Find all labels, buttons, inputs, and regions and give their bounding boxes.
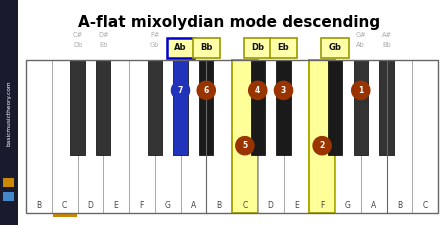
Text: G: G xyxy=(165,200,171,209)
Text: 1: 1 xyxy=(358,86,363,95)
Bar xyxy=(328,60,342,155)
Bar xyxy=(206,60,232,213)
Text: Db: Db xyxy=(251,43,264,52)
Bar xyxy=(3,178,14,187)
Bar xyxy=(173,60,188,155)
Text: G: G xyxy=(345,200,351,209)
Text: B: B xyxy=(37,200,41,209)
Bar xyxy=(129,60,155,213)
Text: C#: C# xyxy=(73,32,83,38)
Text: A-flat mixolydian mode descending: A-flat mixolydian mode descending xyxy=(78,15,380,30)
Text: Gb: Gb xyxy=(150,42,159,48)
Text: B: B xyxy=(397,200,402,209)
Bar xyxy=(258,60,283,213)
Bar xyxy=(244,38,271,58)
Text: 7: 7 xyxy=(178,86,183,95)
Bar xyxy=(335,60,361,213)
Text: 5: 5 xyxy=(242,141,247,150)
Bar xyxy=(199,60,213,155)
Text: E: E xyxy=(114,200,118,209)
Bar xyxy=(354,60,368,155)
Text: C: C xyxy=(242,200,247,209)
Bar xyxy=(322,38,348,58)
Text: G#: G# xyxy=(356,32,366,38)
Text: F#: F# xyxy=(150,32,159,38)
Text: Bb: Bb xyxy=(200,43,213,52)
Bar xyxy=(26,60,438,213)
Bar xyxy=(276,60,291,155)
Bar xyxy=(167,38,194,58)
Bar xyxy=(155,60,180,213)
Circle shape xyxy=(248,81,268,100)
Bar xyxy=(26,60,52,213)
Text: A: A xyxy=(371,200,376,209)
Text: Eb: Eb xyxy=(278,43,290,52)
Text: A: A xyxy=(191,200,196,209)
Text: Eb: Eb xyxy=(99,42,107,48)
Text: C: C xyxy=(422,200,428,209)
Bar xyxy=(386,60,412,213)
Bar xyxy=(53,213,77,217)
Text: Ab: Ab xyxy=(356,42,365,48)
Circle shape xyxy=(235,136,255,155)
Text: Db: Db xyxy=(73,42,82,48)
Bar xyxy=(283,60,309,213)
Circle shape xyxy=(312,136,332,155)
Bar xyxy=(77,60,103,213)
Circle shape xyxy=(197,81,216,100)
Text: Bb: Bb xyxy=(382,42,391,48)
Bar xyxy=(3,192,14,201)
Text: D#: D# xyxy=(98,32,109,38)
Bar xyxy=(103,60,129,213)
Text: 4: 4 xyxy=(255,86,260,95)
Text: D: D xyxy=(268,200,274,209)
Text: A#: A# xyxy=(381,32,392,38)
Bar xyxy=(52,60,77,213)
Bar xyxy=(96,60,110,155)
Circle shape xyxy=(274,81,293,100)
Bar xyxy=(309,60,335,213)
Text: 3: 3 xyxy=(281,86,286,95)
Text: B: B xyxy=(216,200,222,209)
Bar xyxy=(412,60,438,213)
Circle shape xyxy=(171,81,190,100)
Bar xyxy=(70,60,85,155)
Text: Ab: Ab xyxy=(174,43,187,52)
Bar xyxy=(361,60,386,213)
Circle shape xyxy=(351,81,370,100)
Text: 2: 2 xyxy=(319,141,325,150)
Bar xyxy=(147,60,162,155)
Bar xyxy=(232,60,258,213)
Bar xyxy=(193,38,220,58)
Text: E: E xyxy=(294,200,299,209)
Bar xyxy=(250,60,265,155)
Bar xyxy=(379,60,394,155)
Bar xyxy=(180,60,206,213)
Text: basicmusictheory.com: basicmusictheory.com xyxy=(7,80,11,146)
Text: 6: 6 xyxy=(204,86,209,95)
Bar xyxy=(0,0,18,225)
Text: F: F xyxy=(320,200,324,209)
Bar xyxy=(270,38,297,58)
Text: Gb: Gb xyxy=(329,43,341,52)
Text: D: D xyxy=(88,200,93,209)
Text: C: C xyxy=(62,200,67,209)
Text: F: F xyxy=(139,200,144,209)
